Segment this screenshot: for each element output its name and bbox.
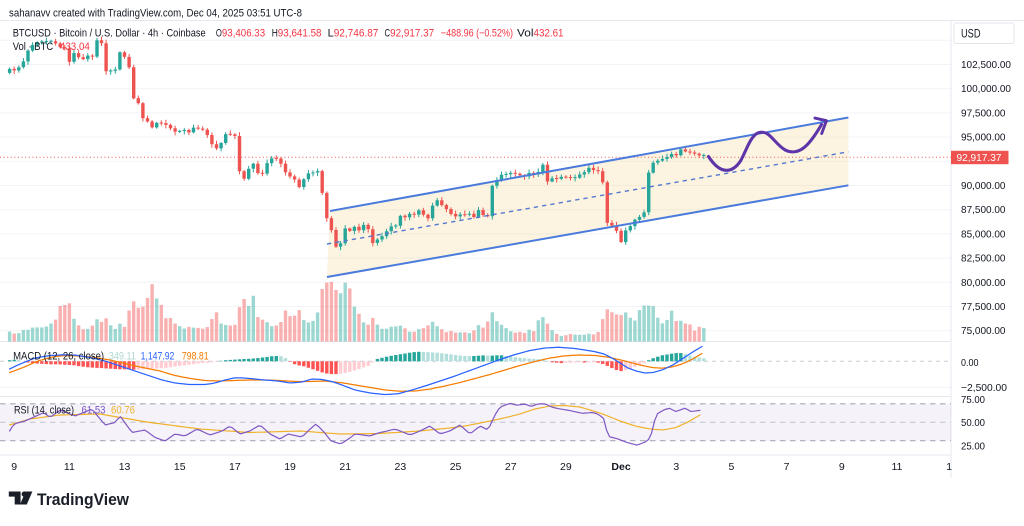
svg-text:9: 9 (839, 461, 845, 473)
svg-text:11: 11 (64, 461, 75, 473)
svg-text:−2,500.00: −2,500.00 (961, 383, 1007, 394)
svg-text:102,500.00: 102,500.00 (961, 60, 1011, 71)
svg-text:95,000.00: 95,000.00 (961, 133, 1006, 144)
svg-text:100,000.00: 100,000.00 (961, 84, 1011, 95)
svg-text:7: 7 (784, 461, 790, 473)
svg-text:MACD (12, 26, close): MACD (12, 26, close) (13, 351, 104, 363)
svg-text:13: 13 (119, 461, 131, 473)
svg-text:15: 15 (174, 461, 186, 473)
svg-text:349.11: 349.11 (109, 351, 136, 363)
svg-text:90,000.00: 90,000.00 (961, 181, 1006, 192)
svg-text:Vol · BTC: Vol · BTC (13, 41, 54, 53)
svg-text:29: 29 (560, 461, 572, 473)
svg-text:25: 25 (450, 461, 462, 473)
svg-text:Dec: Dec (611, 461, 630, 473)
svg-text:21: 21 (339, 461, 351, 473)
svg-text:80,000.00: 80,000.00 (961, 278, 1006, 289)
svg-text:TradingView: TradingView (37, 491, 129, 509)
svg-text:RSI (14, close): RSI (14, close) (14, 405, 74, 417)
svg-text:Vol: Vol (517, 28, 534, 40)
svg-text:85,000.00: 85,000.00 (961, 229, 1006, 240)
svg-text:93,406.33: 93,406.33 (222, 28, 265, 40)
svg-text:27: 27 (505, 461, 517, 473)
svg-text:798.81: 798.81 (182, 351, 209, 363)
svg-text:BTCUSD · Bitcoin / U.S. Dollar: BTCUSD · Bitcoin / U.S. Dollar · 4h · Co… (13, 28, 206, 40)
svg-text:1,147.92: 1,147.92 (141, 351, 175, 363)
svg-text:9: 9 (11, 461, 17, 473)
svg-text:23: 23 (395, 461, 407, 473)
svg-text:−488.96 (−0.52%): −488.96 (−0.52%) (441, 28, 513, 40)
svg-text:3: 3 (673, 461, 679, 473)
svg-text:sahanavv created with TradingV: sahanavv created with TradingView.com, D… (9, 7, 302, 19)
svg-text:60.76: 60.76 (111, 405, 135, 417)
svg-text:75.00: 75.00 (961, 395, 985, 406)
svg-text:97,500.00: 97,500.00 (961, 108, 1006, 119)
svg-text:11: 11 (891, 461, 902, 473)
svg-text:50.00: 50.00 (961, 418, 985, 429)
svg-text:75,000.00: 75,000.00 (961, 326, 1006, 337)
svg-text:93,641.58: 93,641.58 (278, 28, 322, 40)
svg-text:25.00: 25.00 (961, 441, 985, 452)
svg-text:0.00: 0.00 (961, 358, 979, 369)
svg-text:61.53: 61.53 (82, 405, 106, 417)
svg-text:19: 19 (284, 461, 296, 473)
svg-text:5: 5 (728, 461, 734, 473)
svg-text:92,917.37: 92,917.37 (390, 28, 434, 40)
svg-text:432.61: 432.61 (534, 28, 564, 40)
svg-text:92,746.87: 92,746.87 (334, 28, 379, 40)
svg-text:17: 17 (229, 461, 241, 473)
svg-text:433.04: 433.04 (60, 41, 90, 53)
svg-text:92,917.37: 92,917.37 (957, 153, 1002, 164)
svg-text:USD: USD (961, 26, 981, 40)
svg-text:82,500.00: 82,500.00 (961, 254, 1006, 265)
svg-text:77,500.00: 77,500.00 (961, 302, 1006, 313)
svg-text:87,500.00: 87,500.00 (961, 205, 1006, 216)
